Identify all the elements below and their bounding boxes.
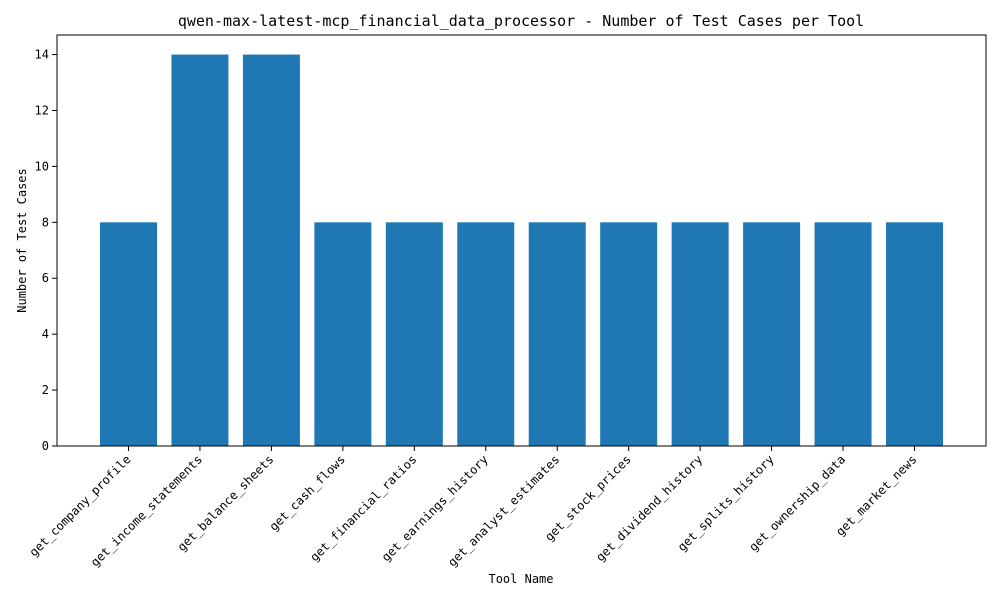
y-tick-label: 10 [35, 159, 49, 173]
bar-get_balance_sheets [242, 54, 300, 446]
chart-title: qwen-max-latest-mcp_financial_data_proce… [178, 12, 864, 30]
y-tick-label: 2 [42, 383, 49, 397]
bar-get_stock_prices [600, 222, 658, 446]
x-axis-label: Tool Name [488, 572, 553, 586]
bar-get_income_statements [171, 54, 229, 446]
y-tick-label: 14 [35, 48, 49, 62]
y-tick-label: 4 [42, 327, 49, 341]
bar-get_dividend_history [671, 222, 729, 446]
bar-get_company_profile [100, 222, 157, 446]
bar-get_splits_history [743, 222, 801, 446]
bar-get_earnings_history [457, 222, 515, 446]
y-axis: 0 2 4 6 8 10 12 14 [35, 48, 57, 453]
plot-frame [56, 34, 987, 447]
y-tick-label: 0 [42, 439, 49, 453]
y-axis-label: Number of Test Cases [15, 168, 29, 313]
y-tick-label: 8 [42, 215, 49, 229]
bar-get_cash_flows [314, 222, 372, 446]
bar-get_ownership_data [814, 222, 872, 446]
y-tick-label: 12 [35, 103, 49, 117]
y-tick-label: 6 [42, 271, 49, 285]
bar-get_market_news [886, 222, 943, 446]
bars-group [100, 54, 943, 446]
bar-get_financial_ratios [385, 222, 443, 446]
bar-get_analyst_estimates [528, 222, 586, 446]
